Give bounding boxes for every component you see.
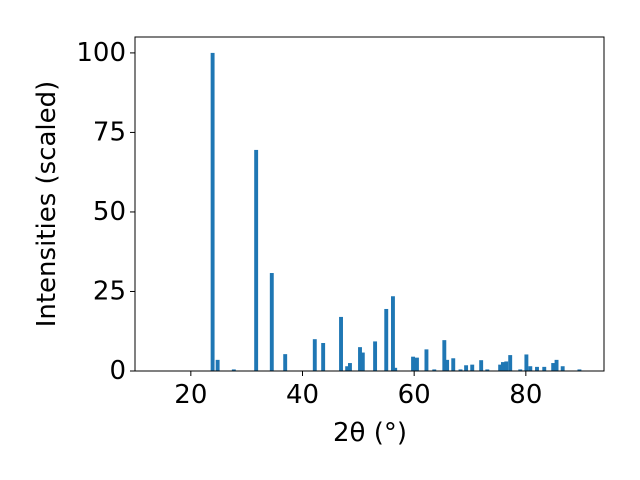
bar (215, 359, 220, 371)
bar (524, 354, 529, 371)
bar (210, 52, 215, 372)
bar (542, 366, 547, 371)
bar (373, 341, 378, 371)
y-tick-label: 25 (93, 276, 126, 306)
bar (411, 356, 416, 371)
x-tick-label: 20 (174, 380, 207, 410)
bar (358, 347, 362, 371)
bar (393, 367, 398, 371)
bar (577, 369, 582, 371)
bar (360, 352, 365, 371)
bar (321, 343, 326, 371)
bar (231, 369, 236, 371)
bar (498, 364, 503, 371)
y-tick-label: 75 (93, 117, 126, 147)
x-axis-label: 2θ (°) (333, 418, 407, 448)
x-tick-label: 40 (286, 380, 319, 410)
bar (442, 340, 447, 371)
bar (470, 364, 475, 371)
bar (348, 363, 352, 371)
bar (451, 358, 456, 371)
bar (485, 369, 490, 371)
bar (528, 366, 533, 371)
bar (500, 362, 505, 371)
x-tick-label: 60 (398, 380, 431, 410)
bar (504, 361, 509, 371)
bar (254, 149, 259, 371)
bar (479, 360, 484, 371)
bar (424, 349, 429, 371)
bar (551, 363, 556, 371)
y-axis-label: Intensities (scaled) (32, 81, 62, 328)
bar (390, 296, 395, 371)
bar (458, 369, 463, 371)
bar (384, 308, 389, 371)
x-tick-label: 80 (509, 380, 542, 410)
bar (560, 366, 565, 371)
bar (283, 354, 288, 371)
bar (312, 339, 317, 371)
plot-frame (134, 36, 605, 372)
y-tick-label: 0 (109, 356, 126, 386)
y-tick-label: 100 (76, 38, 126, 68)
bar (339, 316, 343, 371)
bar (464, 365, 469, 371)
bar (518, 369, 523, 371)
bar (508, 355, 513, 371)
y-tick-label: 50 (93, 197, 126, 227)
bar (269, 273, 274, 371)
bar (554, 359, 559, 371)
bar (432, 369, 437, 371)
bar (535, 366, 539, 371)
bar (415, 357, 419, 371)
bar (345, 366, 350, 371)
bar (445, 359, 450, 371)
